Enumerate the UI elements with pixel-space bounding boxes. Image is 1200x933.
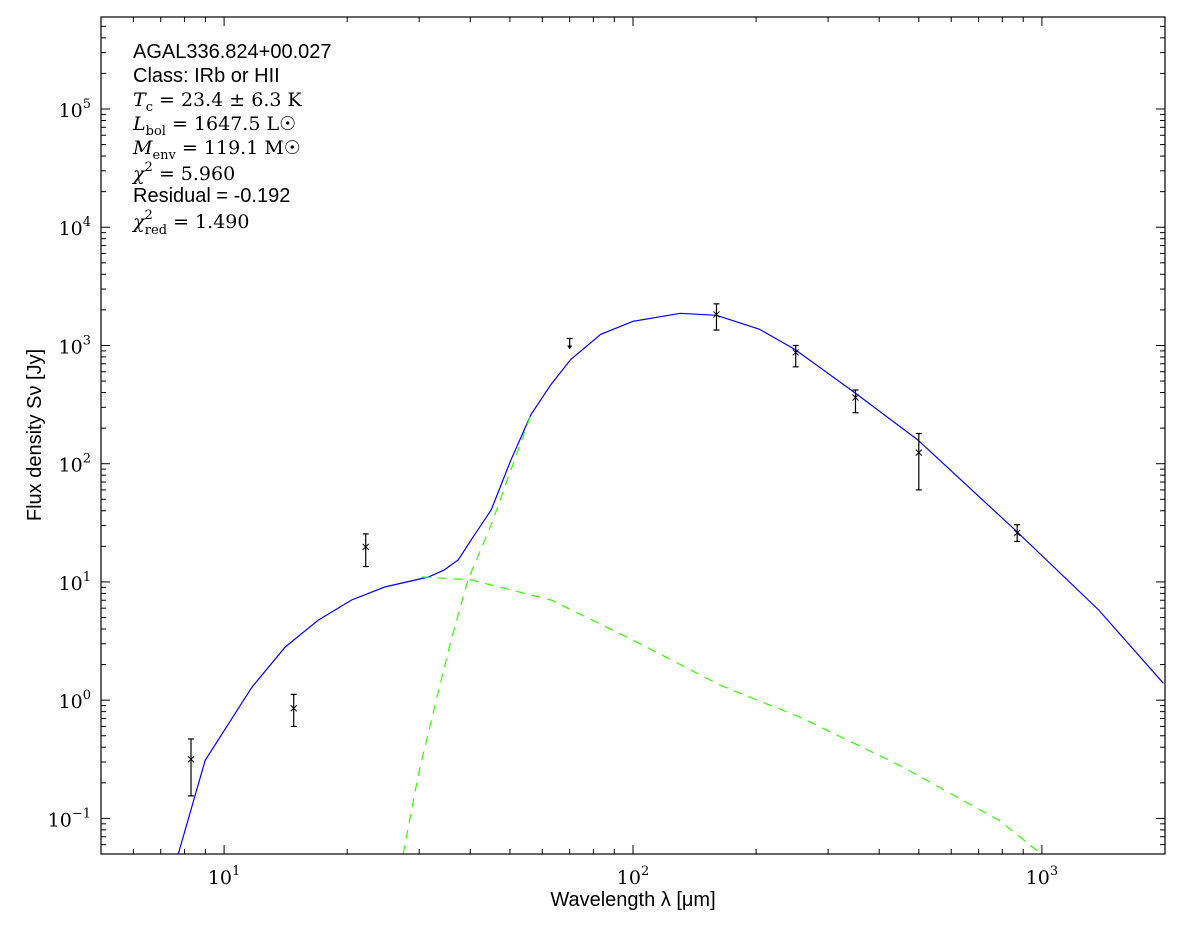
- x-marker: [852, 394, 859, 401]
- annotation-line: Class: IRb or HII: [133, 65, 280, 87]
- annotation-line: Tc = 23.4 ± 6.3 K: [133, 89, 303, 115]
- upper-limit-point: [566, 337, 573, 350]
- y-tick-label: 102: [59, 452, 91, 477]
- x-marker: [1013, 529, 1021, 537]
- x-tick-label: 102: [617, 864, 649, 889]
- x-tick-label: 103: [1026, 864, 1058, 889]
- y-tick-label: 10−1: [48, 806, 91, 831]
- annotation-line: Menv = 119.1 M☉: [132, 137, 301, 163]
- x-tick-label: 101: [208, 864, 240, 889]
- data-point: [187, 738, 195, 797]
- plot-area: 101 102 103 10−1 100 101 102 103 104 105: [48, 16, 1166, 889]
- series-line-warm-component: [421, 576, 1043, 854]
- data-point: [290, 693, 298, 728]
- data-point: [713, 303, 720, 331]
- data-point: [362, 533, 370, 568]
- x-marker: [713, 311, 720, 318]
- upper-limit-arrow: [567, 345, 573, 350]
- y-tick-label: 104: [59, 215, 91, 240]
- x-marker: [362, 543, 370, 551]
- annotation-line: χ2 red = 1.490: [131, 208, 249, 238]
- y-tick-label: 101: [59, 570, 91, 595]
- x-marker: [915, 449, 923, 457]
- annotation-line: χ2 = 5.960: [131, 160, 235, 185]
- y-tick-label: 105: [59, 97, 91, 122]
- data-point: [1013, 524, 1021, 543]
- x-axis-label: Wavelength λ [μm]: [550, 889, 715, 911]
- data-point: [915, 432, 923, 491]
- series-line-cold-component: [402, 414, 532, 854]
- x-marker: [290, 704, 298, 712]
- data-point: [792, 344, 800, 368]
- x-marker: [792, 349, 800, 356]
- annotation-line: Residual = -0.192: [133, 185, 290, 207]
- y-axis-label: Flux density Sν [Jy]: [24, 349, 46, 521]
- data-point: [852, 389, 859, 414]
- annotation-line: AGAL336.824+00.027: [133, 41, 332, 63]
- annotation-line: Lbol = 1647.5 L☉: [132, 113, 296, 139]
- x-marker: [187, 755, 195, 763]
- y-tick-label: 103: [59, 333, 91, 358]
- series-line-total-model: [177, 312, 1164, 854]
- y-tick-label: 100: [59, 688, 91, 713]
